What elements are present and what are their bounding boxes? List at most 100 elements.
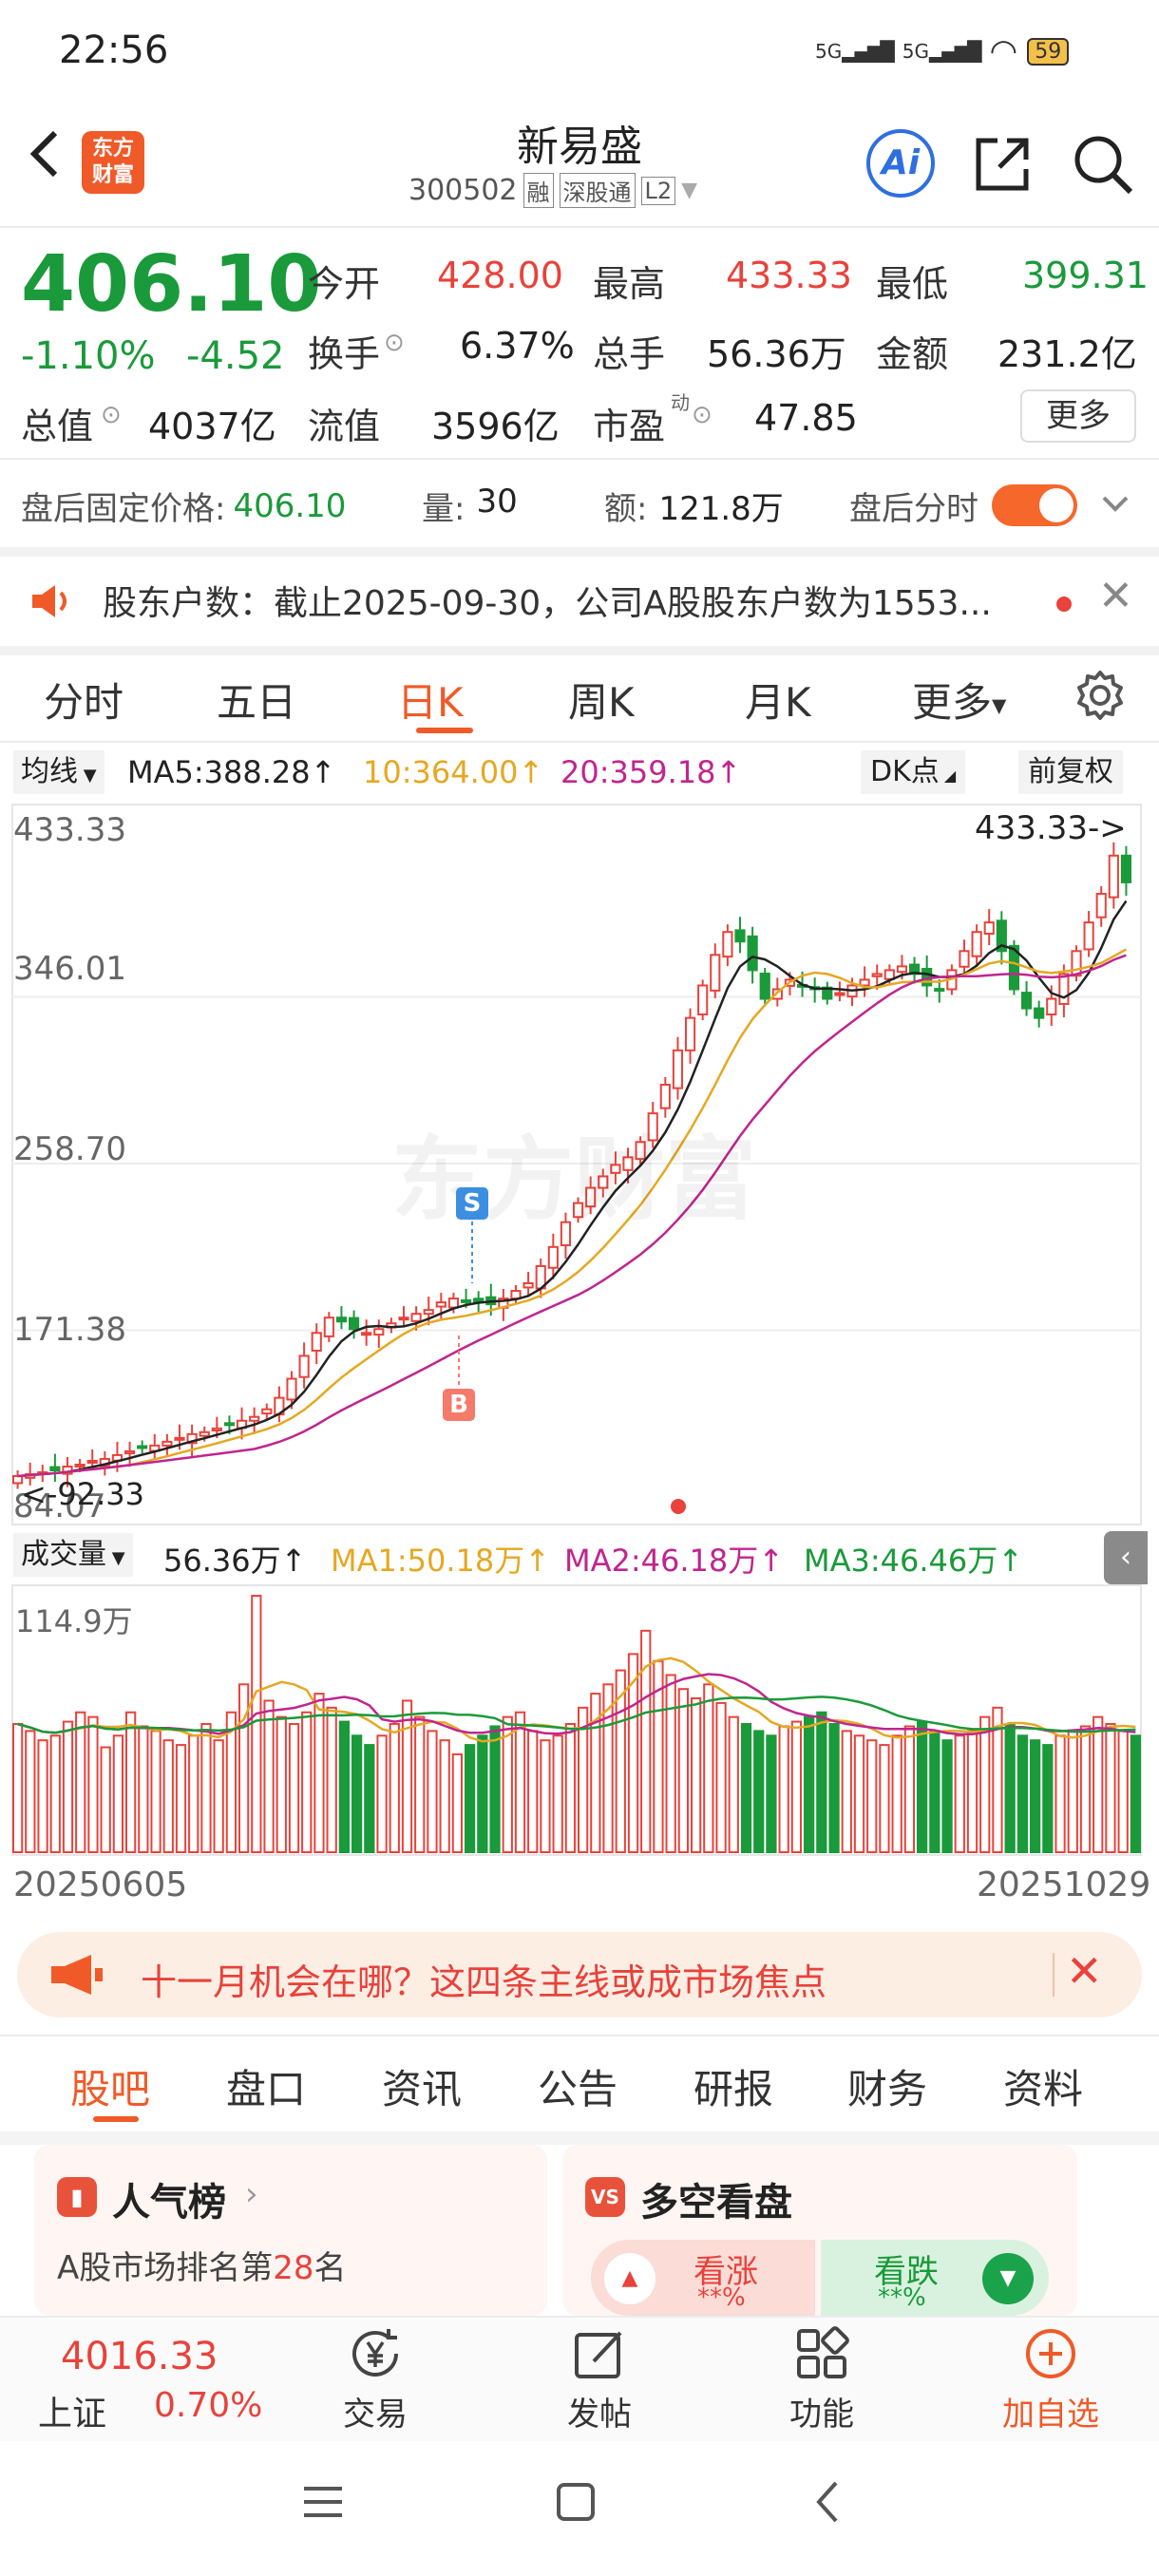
- tab-orderbook[interactable]: 盘口: [226, 2066, 307, 2112]
- volume-bar: [100, 1746, 111, 1853]
- edit-icon: [575, 2331, 622, 2378]
- settings-button[interactable]: [1074, 669, 1127, 726]
- ma-selector[interactable]: 均线 ▼: [13, 750, 104, 794]
- date-end: 20251029: [977, 1866, 1151, 1904]
- caret-down-icon: ▼: [681, 179, 698, 202]
- volume-bar: [740, 1723, 752, 1853]
- tab-profile[interactable]: 资料: [1003, 2066, 1084, 2112]
- up-arrow-icon: ▲: [604, 2253, 656, 2304]
- index-quote[interactable]: 4016.33 上证 0.70%: [0, 2320, 294, 2439]
- amount-label: 金额: [876, 333, 949, 375]
- longshort-card[interactable]: VS 多空看盘 ▲ 看涨 **% 看跌 **% ▼: [562, 2145, 1077, 2316]
- candle: [423, 1309, 434, 1316]
- chart-bars-icon: ▮: [57, 2177, 97, 2217]
- candle: [610, 1164, 621, 1174]
- sell-marker[interactable]: S: [456, 1187, 488, 1220]
- volume-bar: [87, 1715, 99, 1853]
- tab-forum[interactable]: 股吧: [70, 2066, 151, 2112]
- volume-bar: [1004, 1723, 1016, 1853]
- notice-bar[interactable]: 股东户数：截止2025-09-30，公司A股股东户数为1553... ✕: [0, 557, 1159, 646]
- axis-label-max: 433.33: [13, 811, 126, 849]
- bearish-button[interactable]: 看跌 **% ▼: [821, 2240, 1049, 2316]
- high-label: 最高: [593, 263, 666, 305]
- volume-bar: [803, 1715, 815, 1853]
- tab-announcements[interactable]: 公告: [538, 2066, 618, 2112]
- nav-trade[interactable]: 交易: [314, 2323, 437, 2437]
- candle: [585, 1186, 597, 1208]
- volume-bar: [489, 1725, 501, 1853]
- volume-bar: [238, 1683, 250, 1854]
- kline-chart[interactable]: 东方财富 433.33 346.01 258.70 171.38 84.07 4…: [11, 804, 1142, 1525]
- volume-bar: [124, 1711, 137, 1853]
- volume-bar: [540, 1739, 551, 1853]
- volume-bar: [376, 1734, 388, 1853]
- share-button[interactable]: [971, 131, 1036, 196]
- back-nav-icon[interactable]: [809, 2479, 847, 2529]
- nav-post[interactable]: 发帖: [538, 2323, 661, 2437]
- down-arrow-icon: ▼: [982, 2253, 1034, 2304]
- chevron-down-icon: [1102, 496, 1129, 512]
- tab-monthly-k[interactable]: 月K: [745, 679, 811, 726]
- after-hours-toggle[interactable]: [992, 484, 1077, 526]
- ai-button[interactable]: Ai: [866, 129, 935, 198]
- volume-bar: [1029, 1739, 1041, 1853]
- index-name: 上证: [38, 2395, 107, 2434]
- expand-button[interactable]: [1098, 490, 1132, 522]
- tab-research[interactable]: 研报: [694, 2066, 774, 2112]
- low-value: 399.31: [1022, 255, 1149, 296]
- stock-code-row[interactable]: 300502 融 深股通 L2 ▼: [408, 173, 697, 208]
- tab-5day[interactable]: 五日: [217, 679, 297, 726]
- buy-marker[interactable]: B: [443, 1389, 475, 1421]
- promo-banner[interactable]: 十一月机会在哪？这四条主线或成市场焦点 ✕: [17, 1932, 1142, 2017]
- status-time: 22:56: [59, 28, 169, 72]
- volume-bar: [62, 1720, 74, 1853]
- nav-add-watchlist[interactable]: 加自选: [984, 2323, 1117, 2437]
- more-button[interactable]: 更多: [1020, 389, 1136, 443]
- volume-bar: [552, 1734, 563, 1853]
- bullish-button[interactable]: ▲ 看涨 **%: [591, 2240, 815, 2316]
- amount-value: 231.2亿: [998, 333, 1137, 375]
- home-icon[interactable]: [553, 2479, 598, 2529]
- volume-bar: [338, 1720, 351, 1853]
- volume-axis-max: 114.9万: [15, 1603, 133, 1639]
- info-icon[interactable]: ⊙: [384, 329, 405, 357]
- vol-ma3-line: [17, 1695, 1136, 1734]
- volume-chart[interactable]: 114.9万: [11, 1584, 1142, 1856]
- collapse-button[interactable]: ‹: [1104, 1531, 1148, 1584]
- bullish-pct: **%: [697, 2283, 746, 2312]
- share-icon: [976, 138, 1029, 191]
- search-button[interactable]: [1070, 131, 1136, 198]
- volume-bar: [464, 1744, 476, 1853]
- chevron-left-icon: [29, 130, 58, 178]
- info-icon[interactable]: ⊙: [692, 401, 712, 429]
- close-icon[interactable]: ✕: [1098, 572, 1133, 620]
- popularity-card[interactable]: ▮ 人气榜 › A股市场排名第28名: [34, 2145, 547, 2316]
- candle: [398, 1316, 409, 1321]
- volume-bar: [1067, 1730, 1078, 1853]
- back-button[interactable]: [21, 125, 68, 182]
- dk-button[interactable]: DK点 ◢: [861, 750, 966, 794]
- nav-functions[interactable]: 功能: [760, 2323, 884, 2437]
- volume-bar: [627, 1653, 639, 1853]
- tab-intraday[interactable]: 分时: [44, 679, 124, 726]
- tab-daily-k[interactable]: 日K: [397, 679, 464, 726]
- candle: [659, 1083, 671, 1109]
- candle: [896, 965, 908, 974]
- tab-weekly-k[interactable]: 周K: [568, 679, 635, 726]
- adjust-button[interactable]: 前复权: [1018, 750, 1123, 794]
- volume-bar: [1117, 1730, 1129, 1853]
- tab-more[interactable]: 更多▼: [912, 679, 1007, 726]
- info-icon[interactable]: ⊙: [101, 401, 122, 429]
- axis-label-3: 258.70: [13, 1130, 126, 1168]
- tab-news[interactable]: 资讯: [382, 2066, 463, 2112]
- candle: [311, 1332, 322, 1352]
- close-icon[interactable]: ✕: [1066, 1945, 1103, 1997]
- banner-text: 十一月机会在哪？这四条主线或成市场焦点: [141, 1961, 827, 2003]
- after-toggle-label: 盘后分时: [849, 490, 978, 528]
- volume-selector[interactable]: 成交量 ▼: [13, 1533, 133, 1577]
- candle: [834, 992, 846, 996]
- tab-financials[interactable]: 财务: [847, 2066, 928, 2112]
- menu-icon[interactable]: [300, 2483, 346, 2525]
- volume-bar: [1105, 1723, 1116, 1853]
- volume-bar: [790, 1720, 803, 1853]
